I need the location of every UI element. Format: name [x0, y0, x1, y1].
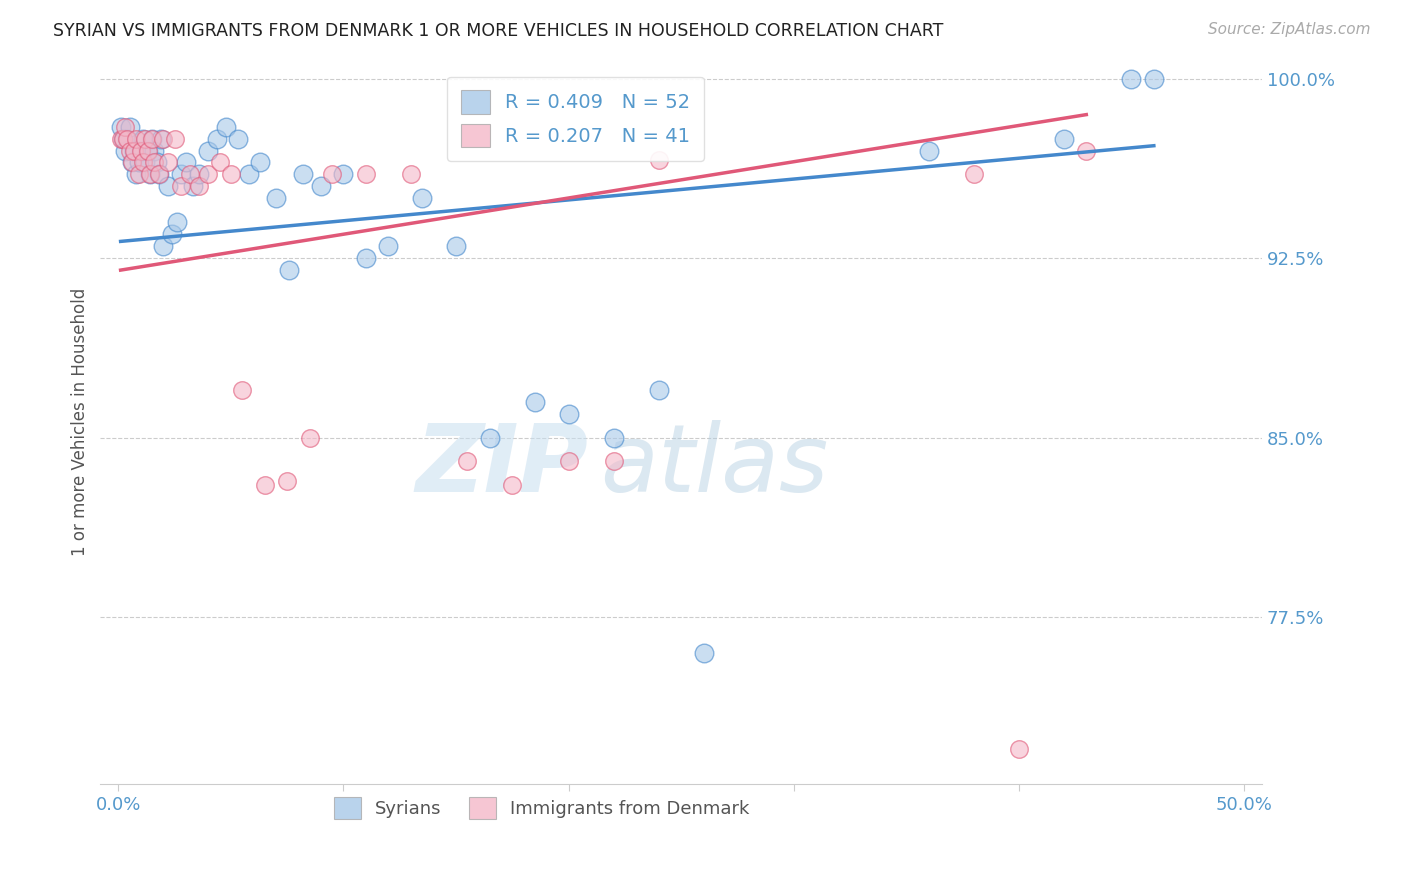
Point: [152, 131, 174, 145]
Point: [501, 478, 523, 492]
Text: ZIP: ZIP: [415, 419, 588, 511]
Point: [122, 144, 145, 158]
Point: [132, 155, 155, 169]
Point: [125, 131, 148, 145]
Point: [163, 131, 186, 145]
Point: [121, 155, 143, 169]
Point: [114, 144, 136, 158]
Point: [1143, 71, 1166, 86]
Point: [647, 383, 669, 397]
Point: [141, 131, 163, 145]
Point: [179, 168, 201, 182]
Point: [557, 454, 579, 468]
Point: [134, 155, 156, 169]
Point: [125, 168, 148, 182]
Point: [231, 383, 253, 397]
Point: [444, 239, 467, 253]
Point: [118, 120, 141, 134]
Point: [128, 155, 150, 169]
Point: [181, 179, 204, 194]
Point: [139, 168, 162, 182]
Point: [692, 646, 714, 660]
Point: [152, 239, 174, 253]
Point: [129, 144, 152, 158]
Point: [129, 144, 152, 158]
Point: [523, 394, 546, 409]
Point: [1076, 144, 1098, 158]
Point: [162, 227, 184, 242]
Point: [128, 168, 150, 182]
Point: [602, 454, 624, 468]
Point: [110, 120, 132, 134]
Point: [136, 144, 159, 158]
Point: [121, 155, 143, 169]
Point: [188, 179, 211, 194]
Point: [150, 131, 173, 145]
Point: [143, 155, 166, 169]
Point: [170, 168, 193, 182]
Point: [963, 168, 986, 182]
Point: [197, 144, 219, 158]
Point: [111, 131, 134, 145]
Point: [253, 478, 276, 492]
Point: [354, 168, 377, 182]
Point: [110, 131, 132, 145]
Point: [377, 239, 399, 253]
Point: [114, 120, 136, 134]
Point: [118, 144, 141, 158]
Point: [117, 131, 139, 145]
Point: [1121, 71, 1143, 86]
Point: [215, 120, 238, 134]
Point: [557, 407, 579, 421]
Point: [136, 144, 159, 158]
Point: [197, 168, 219, 182]
Point: [145, 155, 167, 169]
Point: [411, 191, 433, 205]
Point: [321, 168, 343, 182]
Point: [143, 144, 166, 158]
Point: [298, 431, 321, 445]
Point: [188, 168, 211, 182]
Point: [647, 153, 669, 167]
Point: [249, 155, 271, 169]
Text: atlas: atlas: [600, 420, 828, 511]
Point: [456, 454, 478, 468]
Point: [264, 191, 287, 205]
Point: [332, 168, 354, 182]
Text: SYRIAN VS IMMIGRANTS FROM DENMARK 1 OR MORE VEHICLES IN HOUSEHOLD CORRELATION CH: SYRIAN VS IMMIGRANTS FROM DENMARK 1 OR M…: [53, 22, 943, 40]
Point: [141, 131, 163, 145]
Point: [122, 144, 145, 158]
Point: [1053, 131, 1076, 145]
Point: [134, 131, 156, 145]
Point: [1008, 741, 1031, 756]
Point: [226, 131, 249, 145]
Point: [166, 215, 188, 229]
Point: [207, 131, 229, 145]
Point: [278, 263, 301, 277]
Point: [208, 155, 231, 169]
Point: [148, 168, 170, 182]
Point: [170, 179, 193, 194]
Point: [478, 431, 501, 445]
Text: Source: ZipAtlas.com: Source: ZipAtlas.com: [1208, 22, 1371, 37]
Point: [354, 251, 377, 265]
Legend: Syrians, Immigrants from Denmark: Syrians, Immigrants from Denmark: [326, 789, 756, 826]
Point: [132, 131, 155, 145]
Y-axis label: 1 or more Vehicles in Household: 1 or more Vehicles in Household: [72, 288, 89, 556]
Point: [602, 431, 624, 445]
Point: [238, 168, 260, 182]
Point: [117, 131, 139, 145]
Point: [111, 131, 134, 145]
Point: [291, 168, 314, 182]
Point: [139, 168, 162, 182]
Point: [156, 155, 179, 169]
Point: [156, 179, 179, 194]
Point: [276, 474, 298, 488]
Point: [174, 155, 197, 169]
Point: [148, 168, 170, 182]
Point: [918, 144, 941, 158]
Point: [219, 168, 242, 182]
Point: [309, 179, 332, 194]
Point: [399, 168, 422, 182]
